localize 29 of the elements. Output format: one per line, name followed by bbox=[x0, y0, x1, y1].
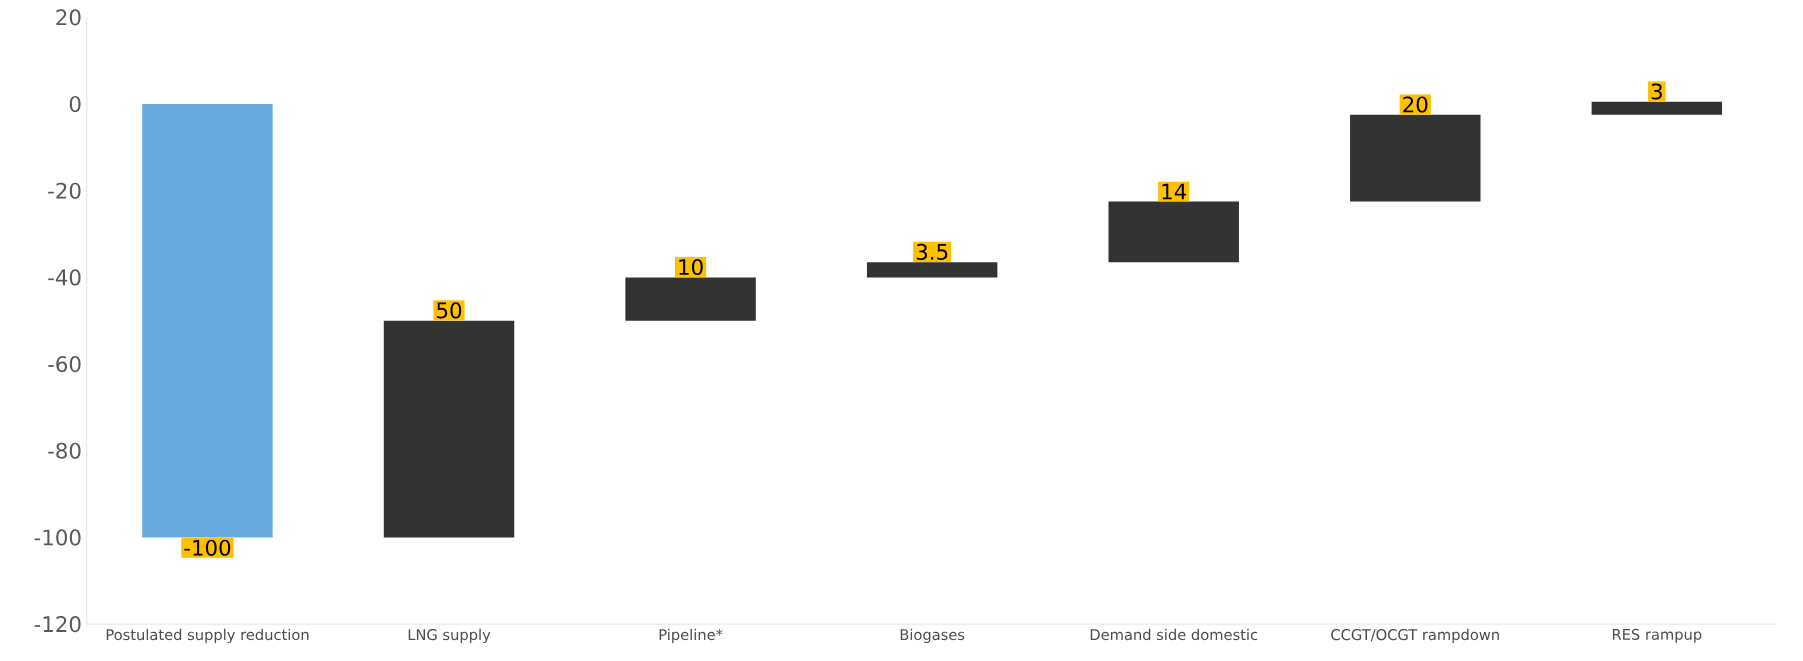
x-tick-label: RES rampup bbox=[1612, 628, 1702, 643]
x-tick-label: Pipeline* bbox=[659, 628, 723, 643]
data-label: 3.5 bbox=[916, 243, 948, 260]
data-label: 3 bbox=[1651, 83, 1662, 100]
y-tick-label: 0 bbox=[69, 95, 81, 112]
y-tick-label: 20 bbox=[56, 9, 81, 26]
bar bbox=[142, 103, 273, 538]
y-tick-label: -40 bbox=[48, 269, 81, 286]
x-tick-label: Postulated supply reduction bbox=[106, 628, 309, 643]
bar bbox=[1591, 101, 1723, 115]
data-label: 20 bbox=[1403, 96, 1428, 113]
y-tick-label: -80 bbox=[48, 442, 81, 459]
x-tick-label: CCGT/OCGT rampdown bbox=[1331, 628, 1499, 643]
y-tick-label: -60 bbox=[48, 355, 81, 372]
data-label: 14 bbox=[1162, 183, 1187, 200]
data-label: 50 bbox=[437, 302, 462, 319]
x-tick-label: Biogases bbox=[900, 628, 965, 643]
y-tick-label: -20 bbox=[48, 182, 81, 199]
bar bbox=[625, 277, 756, 321]
x-tick-label: LNG supply bbox=[408, 628, 491, 643]
y-tick-label: -120 bbox=[34, 615, 81, 632]
bar bbox=[1108, 201, 1239, 262]
bar bbox=[866, 261, 998, 278]
bar bbox=[1350, 114, 1481, 202]
data-label: -100 bbox=[184, 539, 231, 556]
data-label: 10 bbox=[679, 258, 703, 275]
y-tick-label: -100 bbox=[34, 529, 81, 546]
bar bbox=[383, 320, 515, 538]
x-tick-label: Demand side domestic bbox=[1090, 628, 1258, 640]
